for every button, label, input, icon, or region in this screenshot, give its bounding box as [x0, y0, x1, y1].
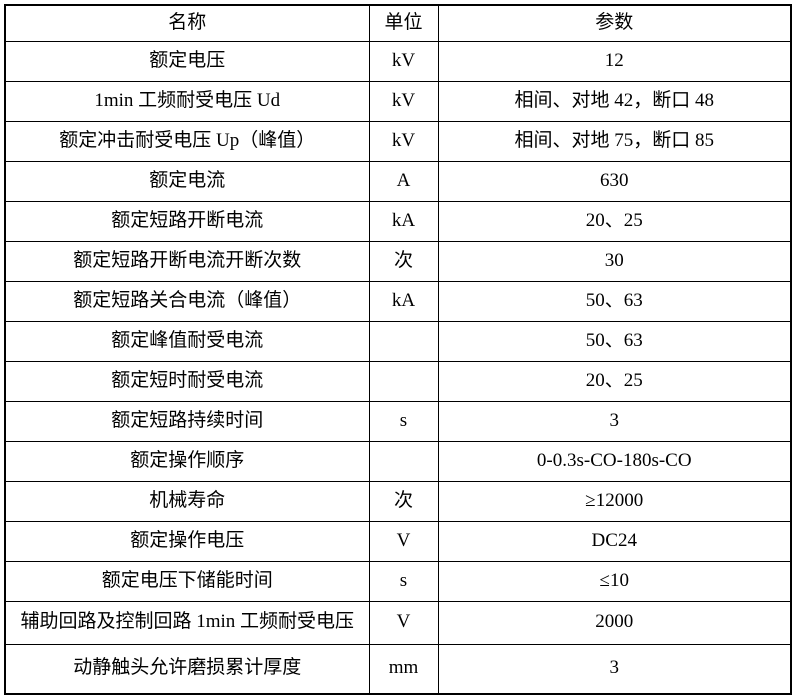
param-unit-cell: kV — [368, 120, 439, 162]
param-name-cell: 额定冲击耐受电压 Up（峰值） — [4, 120, 370, 162]
param-name-cell: 动静触头允许磨损累计厚度 — [4, 643, 370, 695]
param-unit-cell: 次 — [368, 480, 439, 522]
table-row: 额定短路开断电流开断次数 次 30 — [4, 240, 792, 282]
param-value-cell: 20、25 — [437, 360, 792, 402]
param-name-cell: 额定短路开断电流 — [4, 200, 370, 242]
param-value-cell: 30 — [437, 240, 792, 282]
param-unit-cell: s — [368, 400, 439, 442]
param-name-cell: 机械寿命 — [4, 480, 370, 522]
param-unit-cell: V — [368, 520, 439, 562]
param-unit-cell — [368, 360, 439, 402]
column-header-value: 参数 — [437, 4, 792, 42]
param-value-cell: 12 — [437, 40, 792, 82]
param-name-cell: 额定短路持续时间 — [4, 400, 370, 442]
table-row: 额定冲击耐受电压 Up（峰值） kV 相间、对地 75，断口 85 — [4, 120, 792, 162]
param-unit-cell: A — [368, 160, 439, 202]
param-unit-cell — [368, 440, 439, 482]
table-row: 额定短时耐受电流 20、25 — [4, 360, 792, 402]
param-unit-cell: kV — [368, 40, 439, 82]
param-unit-cell: s — [368, 560, 439, 602]
column-header-unit: 单位 — [368, 4, 439, 42]
param-value-cell: DC24 — [437, 520, 792, 562]
param-value-cell: 50、63 — [437, 320, 792, 362]
table-row: 动静触头允许磨损累计厚度 mm 3 — [4, 643, 792, 695]
param-value-cell: ≥12000 — [437, 480, 792, 522]
param-value-cell: 3 — [437, 643, 792, 695]
table-row: 额定短路关合电流（峰值） kA 50、63 — [4, 280, 792, 322]
param-name-cell: 1min 工频耐受电压 Ud — [4, 80, 370, 122]
param-name-cell: 额定电压 — [4, 40, 370, 82]
table-row: 额定短路持续时间 s 3 — [4, 400, 792, 442]
param-name-cell: 额定电流 — [4, 160, 370, 202]
param-name-cell: 额定电压下储能时间 — [4, 560, 370, 602]
param-name-cell: 额定短时耐受电流 — [4, 360, 370, 402]
param-unit-cell: kV — [368, 80, 439, 122]
param-value-cell: 0-0.3s-CO-180s-CO — [437, 440, 792, 482]
param-value-cell: 2000 — [437, 600, 792, 645]
param-name-cell: 额定短路关合电流（峰值） — [4, 280, 370, 322]
table-row: 额定电压 kV 12 — [4, 40, 792, 82]
param-value-cell: 20、25 — [437, 200, 792, 242]
param-value-cell: 50、63 — [437, 280, 792, 322]
param-name-cell: 额定峰值耐受电流 — [4, 320, 370, 362]
param-name-cell: 额定操作电压 — [4, 520, 370, 562]
spec-table: 名称 单位 参数 额定电压 kV 12 1min 工频耐受电压 Ud kV 相间… — [4, 4, 792, 695]
table-row: 额定电流 A 630 — [4, 160, 792, 202]
table-row: 机械寿命 次 ≥12000 — [4, 480, 792, 522]
table-row: 辅助回路及控制回路 1min 工频耐受电压 V 2000 — [4, 600, 792, 645]
table-row: 额定电压下储能时间 s ≤10 — [4, 560, 792, 602]
table-row: 额定操作顺序 0-0.3s-CO-180s-CO — [4, 440, 792, 482]
param-name-cell: 额定操作顺序 — [4, 440, 370, 482]
table-row: 1min 工频耐受电压 Ud kV 相间、对地 42，断口 48 — [4, 80, 792, 122]
column-header-name: 名称 — [4, 4, 370, 42]
param-name-cell: 额定短路开断电流开断次数 — [4, 240, 370, 282]
param-value-cell: ≤10 — [437, 560, 792, 602]
param-unit-cell — [368, 320, 439, 362]
header-row: 名称 单位 参数 — [4, 4, 792, 42]
param-unit-cell: V — [368, 600, 439, 645]
param-value-cell: 630 — [437, 160, 792, 202]
table-row: 额定短路开断电流 kA 20、25 — [4, 200, 792, 242]
param-unit-cell: kA — [368, 280, 439, 322]
table-row: 额定操作电压 V DC24 — [4, 520, 792, 562]
param-unit-cell: 次 — [368, 240, 439, 282]
param-name-cell: 辅助回路及控制回路 1min 工频耐受电压 — [4, 600, 370, 645]
param-unit-cell: mm — [368, 643, 439, 695]
param-unit-cell: kA — [368, 200, 439, 242]
param-value-cell: 3 — [437, 400, 792, 442]
param-value-cell: 相间、对地 75，断口 85 — [437, 120, 792, 162]
table-row: 额定峰值耐受电流 50、63 — [4, 320, 792, 362]
param-value-cell: 相间、对地 42，断口 48 — [437, 80, 792, 122]
